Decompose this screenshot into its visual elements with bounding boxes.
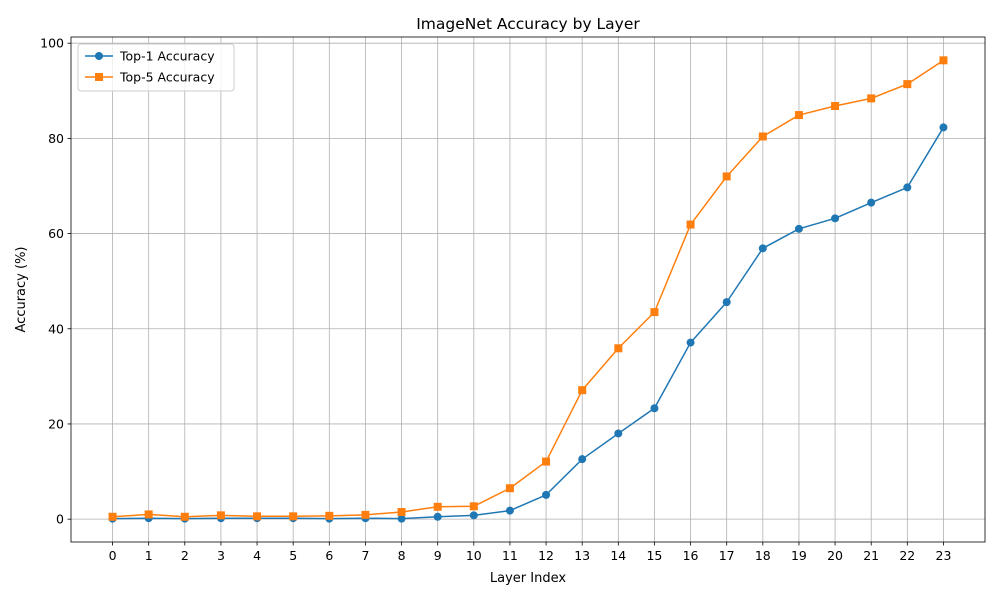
x-axis-title: Layer Index [490, 571, 566, 586]
x-tick-label: 3 [217, 548, 225, 563]
x-tick-label: 20 [827, 548, 843, 563]
data-point-top5 [361, 510, 370, 519]
data-point-top5 [433, 502, 442, 511]
data-point-top5 [505, 484, 514, 493]
x-tick-label: 19 [791, 548, 807, 563]
data-point-top1 [542, 490, 551, 499]
legend-frame [77, 43, 235, 92]
data-point-top5 [614, 344, 623, 353]
y-tick-label: 0 [56, 512, 64, 527]
data-point-top5 [108, 512, 117, 521]
grid [71, 37, 985, 542]
plot-frame [70, 36, 986, 543]
data-point-top5 [216, 511, 225, 520]
y-tick-label: 60 [48, 226, 64, 241]
data-point-top1 [794, 224, 803, 233]
legend-label-top5: Top-5 Accuracy [119, 70, 215, 85]
x-tick-label: 14 [610, 548, 626, 563]
x-tick-label: 16 [683, 548, 699, 563]
data-point-top5 [831, 102, 840, 111]
x-tick-label: 0 [109, 548, 117, 563]
data-point-top1 [903, 183, 912, 192]
x-tick-label: 15 [646, 548, 662, 563]
x-tick-label: 9 [434, 548, 442, 563]
series-line-top5 [112, 59, 944, 518]
data-point-top5 [722, 172, 731, 181]
x-tick-label: 21 [863, 548, 879, 563]
x-tick-label: 2 [181, 548, 189, 563]
x-tick-label: 23 [936, 548, 952, 563]
series-layer [108, 56, 948, 523]
x-tick-label: 8 [398, 548, 406, 563]
data-point-top1 [469, 511, 478, 520]
data-point-top1 [578, 455, 587, 464]
y-tick-label: 40 [48, 321, 64, 336]
x-tick-label: 1 [145, 548, 153, 563]
data-point-top1 [614, 429, 623, 438]
data-point-top1 [758, 244, 767, 253]
x-tick-label: 10 [466, 548, 482, 563]
legend-label-top1: Top-1 Accuracy [119, 49, 215, 64]
x-tick-label: 4 [253, 548, 261, 563]
data-point-top5 [794, 111, 803, 120]
x-tick-label: 7 [361, 548, 369, 563]
y-tick-label: 20 [48, 416, 64, 431]
legend-marker-top5 [95, 73, 103, 81]
data-point-top5 [867, 94, 876, 103]
data-point-top1 [650, 404, 659, 413]
data-point-top5 [903, 80, 912, 89]
data-point-top1 [939, 123, 948, 132]
legend-marker-top1 [95, 52, 103, 60]
x-tick-label: 13 [574, 548, 590, 563]
data-point-top5 [180, 512, 189, 521]
legend: Top-1 Accuracy Top-5 Accuracy [77, 43, 235, 92]
data-point-top5 [578, 386, 587, 395]
x-tick-label: 22 [899, 548, 915, 563]
data-point-top5 [650, 308, 659, 317]
x-tick-label: 17 [719, 548, 735, 563]
x-tick-label: 6 [325, 548, 333, 563]
data-point-top5 [289, 512, 298, 521]
data-point-top5 [325, 511, 334, 520]
data-point-top5 [144, 510, 153, 519]
data-point-top1 [831, 214, 840, 223]
x-tick-label: 18 [755, 548, 771, 563]
y-axis-title: Accuracy (%) [14, 247, 29, 333]
x-tick-label: 5 [289, 548, 297, 563]
data-point-top1 [433, 512, 442, 521]
data-point-top1 [505, 506, 514, 515]
data-point-top5 [542, 457, 551, 466]
data-point-top5 [397, 508, 406, 517]
data-point-top5 [939, 56, 948, 65]
axis-ticks: 0 1 2 3 4 5 6 7 8 9 10 11 12 13 14 15 16 17 18 19 20 21 22 2302… [40, 36, 951, 563]
series-top5-accuracy [108, 56, 948, 521]
series-line-top1 [112, 127, 945, 520]
data-point-top5 [758, 132, 767, 141]
chart-title: ImageNet Accuracy by Layer [416, 15, 640, 33]
data-point-top1 [686, 338, 695, 347]
x-tick-label: 12 [538, 548, 554, 563]
data-point-top5 [686, 220, 695, 229]
data-point-top5 [469, 502, 478, 511]
data-point-top1 [867, 198, 876, 207]
data-point-top1 [722, 298, 731, 307]
y-tick-label: 100 [40, 36, 64, 51]
data-point-top5 [253, 512, 262, 521]
x-tick-label: 11 [502, 548, 518, 563]
y-tick-label: 80 [48, 131, 64, 146]
data-point-top1 [397, 514, 406, 523]
